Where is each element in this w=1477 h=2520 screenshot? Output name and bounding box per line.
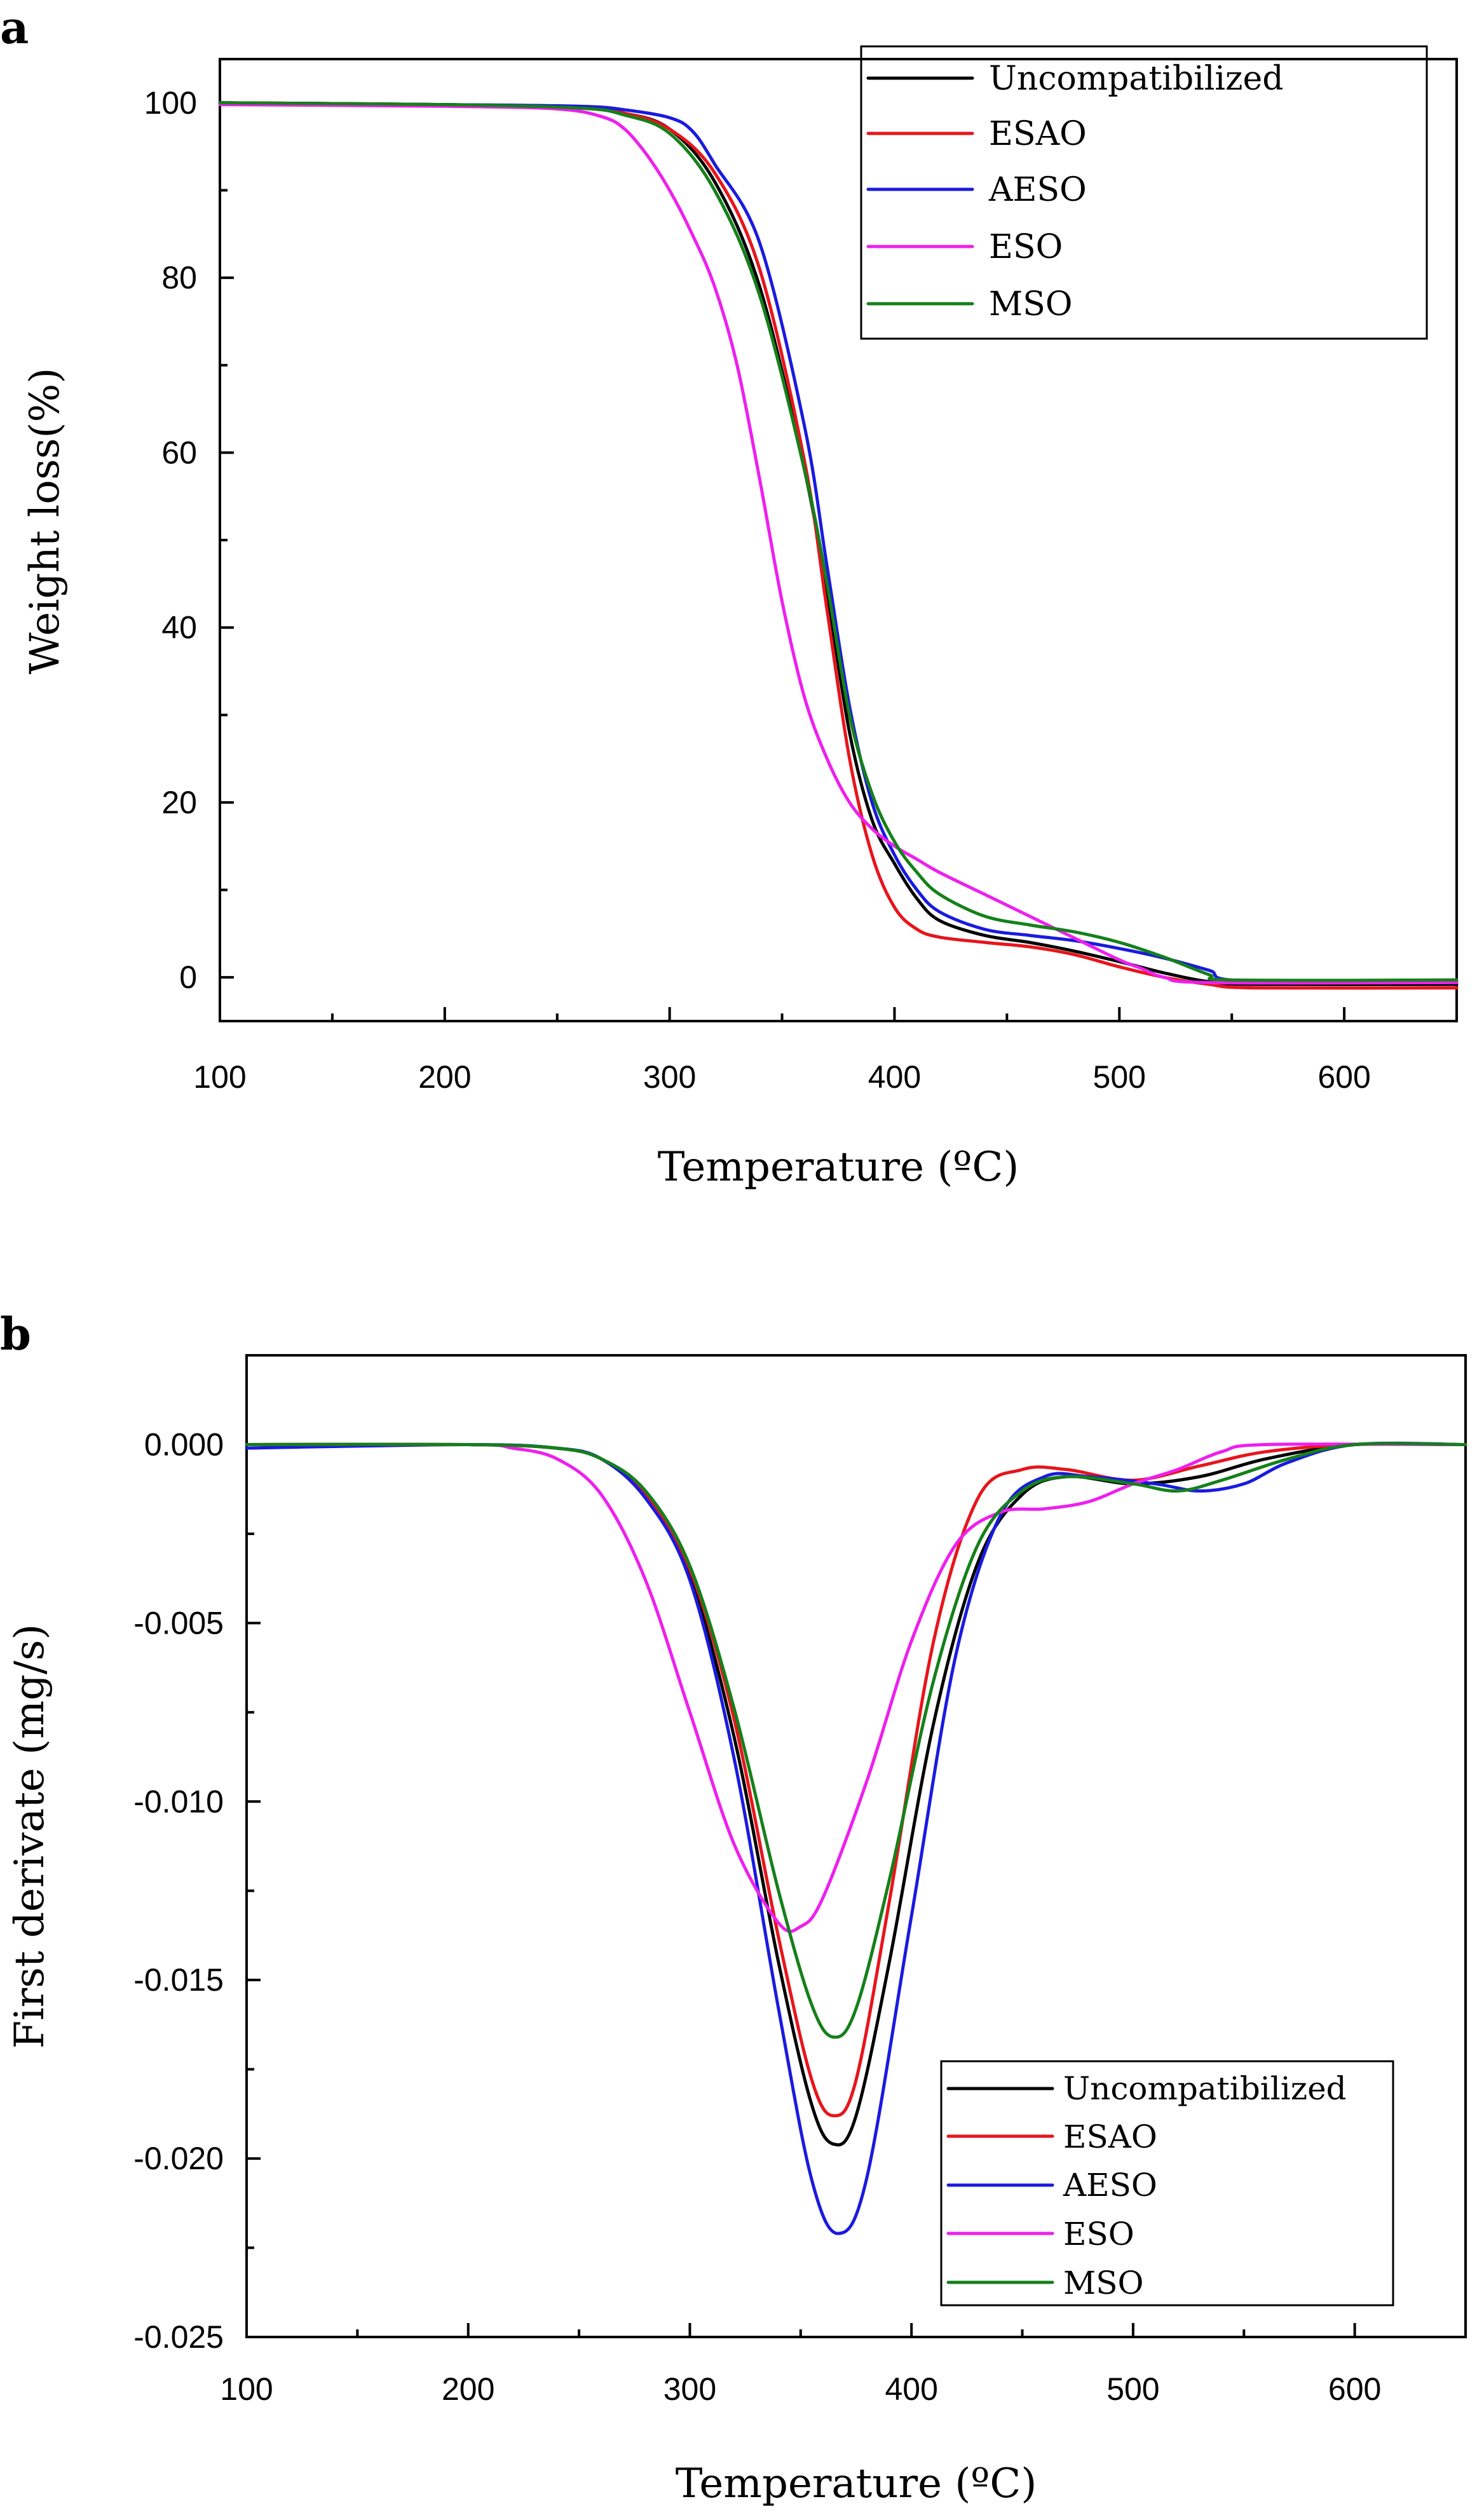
x-tick-label: 600 (1328, 2371, 1381, 2407)
series-line-mso (218, 101, 1459, 982)
panel-a-legend: Uncompatibilized ESAO AESO ESO MSO (860, 45, 1428, 340)
legend-a-label-mso: MSO (989, 285, 1073, 323)
legend-b-label-aeso: AESO (1063, 2167, 1157, 2204)
panel-a-x-axis: 100 200 300 400 500 600 (193, 1007, 1371, 1095)
y-tick-label: 0 (179, 959, 197, 995)
series-line-mso (245, 1442, 1467, 2039)
panel-a-legend-box (860, 45, 1428, 340)
series-line-uncompatibilized (218, 101, 1459, 987)
series-line-eso (245, 1442, 1467, 1934)
panel-a-series (218, 101, 1459, 990)
series-line-uncompatibilized (245, 1442, 1467, 2147)
y-tick-label: 0.000 (144, 1426, 224, 1462)
y-tick-label: 60 (161, 435, 197, 470)
legend-b-label-uncompatibilized: Uncompatibilized (1063, 2070, 1347, 2107)
y-tick-label: -0.015 (133, 1962, 224, 1998)
legend-a-label-esao: ESAO (989, 115, 1087, 153)
y-tick-label: 100 (144, 85, 197, 121)
legend-b-label-mso: MSO (1063, 2265, 1143, 2301)
y-tick-label: 20 (161, 785, 197, 820)
legend-a-label-uncompatibilized: Uncompatibilized (989, 60, 1284, 98)
x-tick-label: 300 (664, 2371, 716, 2407)
y-tick-label: 40 (161, 610, 197, 646)
y-tick-label: -0.005 (133, 1605, 224, 1641)
x-tick-label: 200 (442, 2371, 494, 2407)
panel-b-series (245, 1441, 1467, 2235)
panel-a-y-axis: 0 20 40 60 80 100 (144, 85, 234, 995)
panel-a: a 100 200 300 400 500 600 0 20 40 60 80 100 Temper… (0, 1, 1459, 1191)
panel-b: b 100 200 300 400 500 600 0.000 -0.005 -0.010 -0… (0, 1308, 1467, 2507)
series-line-esao (218, 101, 1459, 990)
panel-b-frame (245, 1354, 1467, 2338)
y-tick-label: -0.025 (133, 2319, 224, 2355)
x-tick-label: 400 (885, 2371, 937, 2407)
x-tick-label: 100 (193, 1059, 246, 1095)
x-tick-label: 600 (1317, 1059, 1370, 1095)
y-tick-label: -0.020 (133, 2141, 224, 2176)
x-tick-label: 500 (1106, 2371, 1159, 2407)
panel-b-y-axis-title: First derivate (mg/s) (6, 1624, 53, 2049)
legend-a-label-aeso: AESO (988, 171, 1087, 209)
panel-b-x-axis: 100 200 300 400 500 600 (220, 2323, 1381, 2407)
panel-b-legend: Uncompatibilized ESAO AESO ESO MSO (940, 2060, 1394, 2307)
x-tick-label: 500 (1093, 1059, 1146, 1095)
series-line-esao (245, 1442, 1467, 2118)
panel-a-label: a (0, 1, 29, 54)
legend-b-label-eso: ESO (1063, 2216, 1134, 2252)
legend-a-label-eso: ESO (989, 228, 1063, 266)
x-tick-label: 200 (418, 1059, 471, 1095)
series-line-eso (218, 103, 1459, 985)
panel-b-label: b (0, 1308, 31, 1360)
panel-b-x-axis-title: Temperature (ºC) (676, 2460, 1037, 2507)
x-tick-label: 400 (868, 1059, 921, 1095)
x-tick-label: 300 (643, 1059, 696, 1095)
panel-b-y-axis: 0.000 -0.005 -0.010 -0.015 -0.020 -0.025 (133, 1426, 261, 2355)
x-tick-label: 100 (220, 2371, 273, 2407)
y-tick-label: 80 (161, 260, 197, 295)
panel-a-frame (219, 58, 1458, 1022)
series-line-aeso (218, 101, 1459, 984)
panel-a-x-axis-title: Temperature (ºC) (658, 1144, 1019, 1191)
panel-a-y-axis-title: Weight loss(%) (22, 368, 69, 675)
legend-b-label-esao: ESAO (1063, 2118, 1157, 2155)
y-tick-label: -0.010 (133, 1784, 224, 1819)
panel-b-legend-box (940, 2060, 1394, 2307)
